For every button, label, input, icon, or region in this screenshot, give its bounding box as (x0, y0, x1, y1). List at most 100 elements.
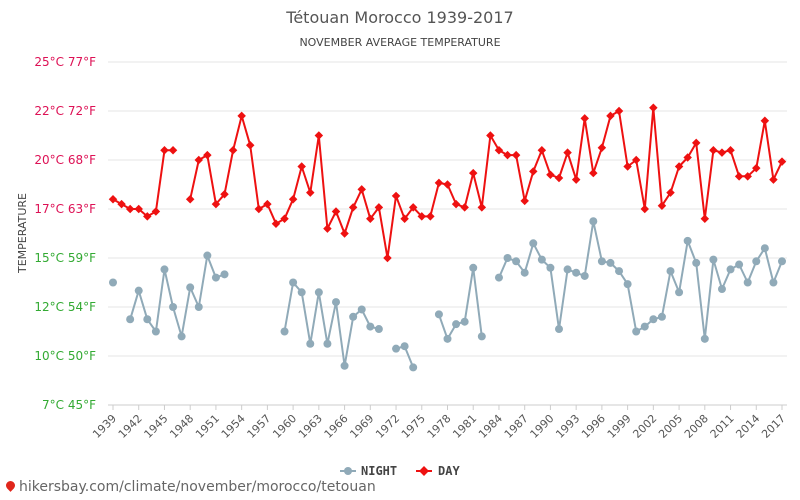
grid-lines (108, 61, 787, 410)
day-point (597, 143, 607, 152)
day-point (700, 214, 710, 224)
day-point (108, 194, 118, 204)
night-point (134, 286, 143, 295)
day-point (117, 199, 126, 209)
day-point (237, 111, 246, 121)
night-point (203, 251, 212, 260)
night-point (752, 257, 761, 266)
day-point (245, 141, 255, 150)
night-point (597, 257, 606, 266)
x-tick-label: 1945 (142, 412, 171, 441)
day-point (348, 203, 358, 212)
x-tick-label: 1999 (605, 412, 634, 441)
day-point (477, 203, 487, 212)
night-point (314, 288, 323, 297)
night-point (332, 298, 340, 307)
x-tick-label: 1954 (219, 412, 248, 441)
night-point (632, 327, 641, 336)
day-point (160, 145, 169, 155)
day-point (434, 178, 444, 188)
day-point (374, 203, 384, 212)
night-point (563, 265, 572, 274)
night-point (306, 339, 315, 348)
day-point (554, 173, 564, 183)
day-point (331, 207, 341, 216)
night-point (357, 305, 366, 314)
day-point (306, 188, 315, 197)
series-line-day (189, 106, 783, 259)
x-tick-label: 1951 (193, 412, 222, 441)
day-point (151, 207, 161, 216)
series-line-night (283, 281, 380, 367)
x-tick-label: 1981 (450, 412, 479, 441)
night-point (769, 278, 778, 287)
series-line-night (437, 266, 483, 340)
day-point (314, 131, 324, 140)
day-point (511, 150, 521, 160)
day-point (323, 224, 332, 233)
day-point (546, 170, 555, 179)
day-point (717, 148, 727, 157)
day-point (503, 150, 512, 160)
day-point (451, 199, 461, 209)
x-tick-label: 1972 (373, 412, 402, 441)
night-point (409, 363, 418, 372)
night-point (160, 265, 169, 274)
night-point (211, 273, 220, 282)
x-tick-label: 2002 (630, 412, 659, 441)
day-point (288, 194, 298, 204)
y-tick-labels: 7°C 45°F 10°C 50°F 12°C 54°F 15°C 59°F 17°C … (34, 55, 96, 412)
night-point (143, 315, 152, 324)
day-point (400, 214, 409, 224)
night-point (589, 217, 598, 226)
night-point (477, 332, 486, 341)
series-lines (108, 103, 787, 372)
day-point (460, 203, 469, 212)
night-point (735, 260, 744, 269)
day-point (203, 150, 212, 160)
day-point (468, 168, 478, 178)
day-point (194, 155, 204, 165)
night-point (280, 327, 289, 336)
day-point (691, 138, 701, 148)
night-point (778, 257, 786, 266)
day-point (520, 196, 529, 206)
night-point (640, 322, 649, 331)
day-point (220, 190, 229, 199)
day-point (563, 148, 572, 157)
y-tick-label: 20°C 68°F (34, 153, 96, 167)
x-tick-label: 2011 (708, 412, 737, 441)
night-point (726, 265, 735, 274)
x-tick-label: 2017 (759, 412, 788, 441)
x-tick-label: 1978 (425, 412, 454, 441)
y-tick-label: 15°C 59°F (34, 251, 96, 265)
day-point (417, 212, 427, 221)
watermark-link[interactable]: hikersbay.com/climate/november/morocco/t… (4, 479, 376, 495)
y-tick-label: 12°C 54°F (34, 300, 96, 314)
legend-item-day[interactable]: DAY (416, 464, 460, 478)
night-point (400, 342, 409, 351)
night-point (580, 271, 589, 280)
legend-night-marker (344, 467, 352, 475)
watermark-text: hikersbay.com/climate/november/morocco/t… (19, 479, 376, 495)
night-point (615, 267, 624, 276)
night-point (657, 312, 666, 321)
x-tick-label: 2005 (656, 412, 685, 441)
night-point (392, 344, 401, 353)
night-point (743, 278, 752, 287)
legend-item-night[interactable]: NIGHT (340, 464, 397, 478)
series-line-night (129, 254, 225, 338)
x-tick-label: 2008 (682, 412, 711, 441)
night-point (469, 263, 478, 272)
night-point (623, 280, 632, 289)
night-point (434, 310, 443, 319)
day-point (589, 168, 598, 178)
x-tick-label: 1993 (553, 412, 582, 441)
night-point (340, 361, 349, 370)
night-point (529, 239, 538, 248)
night-point (666, 267, 675, 276)
day-point (726, 145, 735, 155)
day-point (614, 106, 624, 116)
legend[interactable]: NIGHT DAY (340, 464, 460, 478)
day-point (443, 180, 452, 189)
